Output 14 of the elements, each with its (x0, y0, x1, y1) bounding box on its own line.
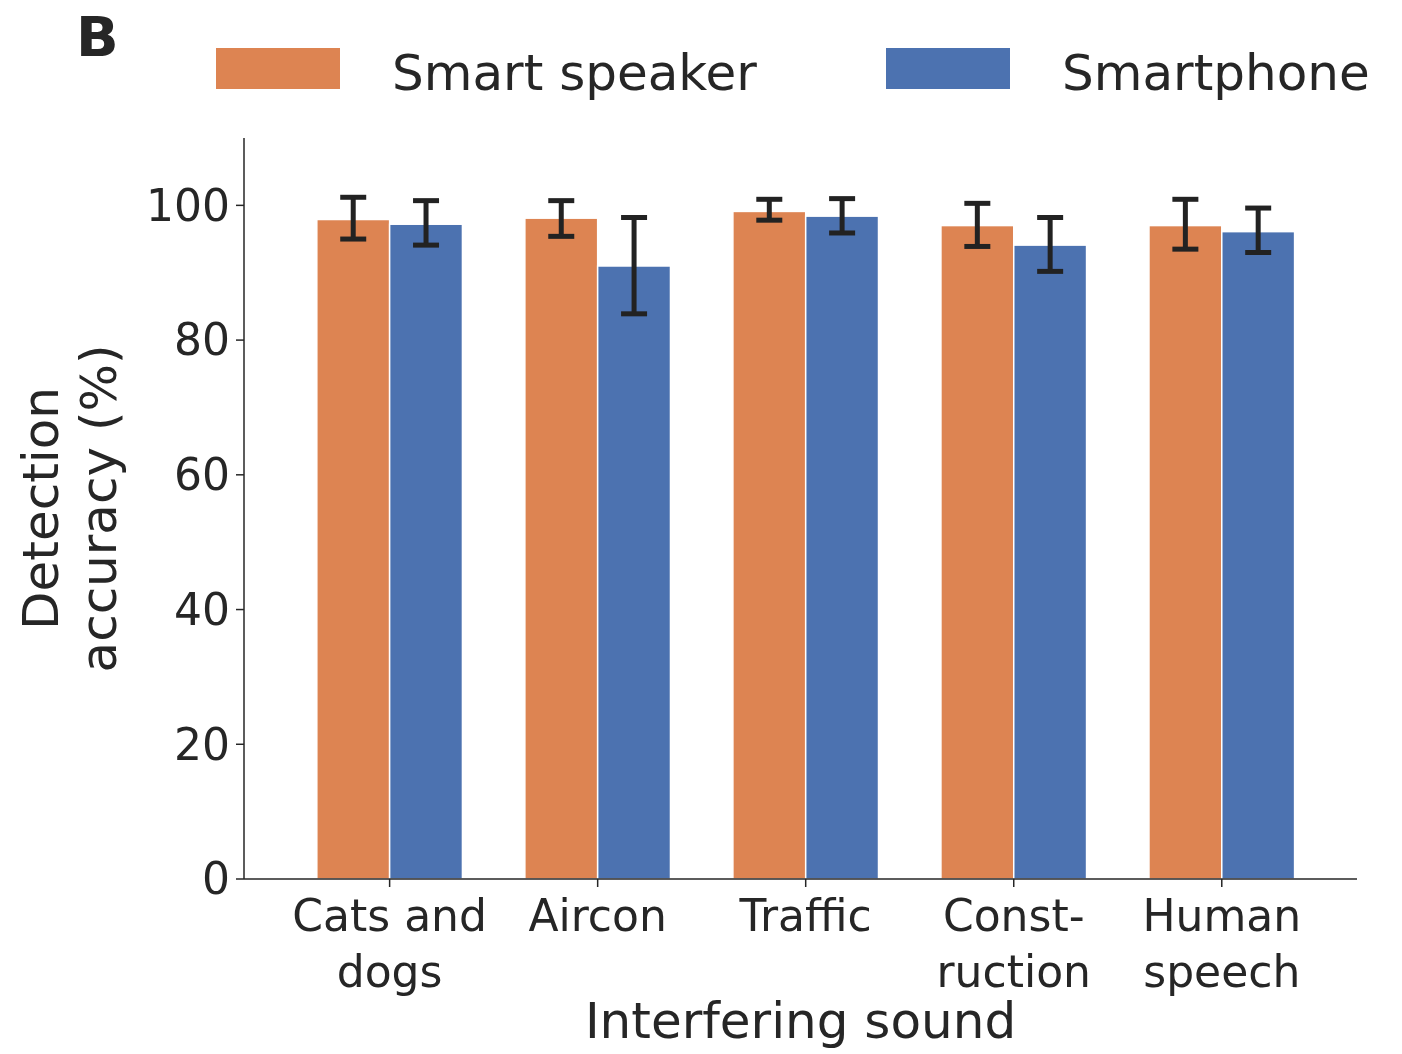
x-tick-label: Cats and dogs (292, 890, 487, 997)
legend-label: Smart speaker (392, 44, 758, 102)
y-axis-title: Detection accuracy (%) (12, 344, 128, 673)
y-tick-label: 20 (174, 718, 230, 770)
chart-title: B (76, 4, 119, 69)
y-tick-label: 40 (174, 583, 230, 635)
y-tick-label: 0 (202, 853, 230, 905)
y-tick-label: 60 (174, 449, 230, 501)
x-tick-label: Human speech (1142, 890, 1302, 997)
x-tick-label: Aircon (528, 890, 667, 941)
y-tick-label: 100 (146, 179, 230, 231)
x-tick-label: Traffic (738, 890, 872, 941)
legend-label: Smartphone (1062, 44, 1370, 102)
y-tick-label: 80 (174, 314, 230, 366)
